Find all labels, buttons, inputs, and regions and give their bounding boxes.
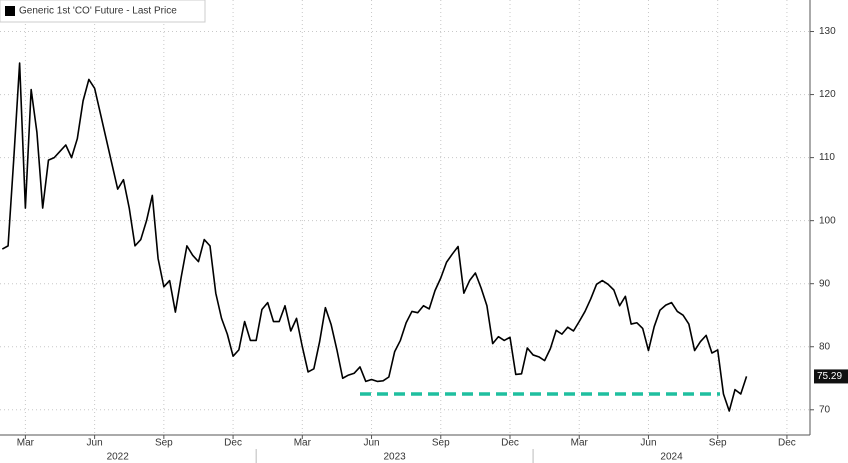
y-tick-label: 100: [819, 215, 836, 226]
price-line: [1, 62, 748, 412]
x-tick-label: Sep: [155, 438, 173, 449]
x-tick-label: Dec: [778, 438, 796, 449]
last-value-label: 75.29: [817, 371, 842, 382]
x-tick-label: Sep: [432, 438, 450, 449]
legend-label: Generic 1st 'CO' Future - Last Price: [19, 6, 177, 17]
x-tick-label: Jun: [363, 438, 379, 449]
x-tick-label: Jun: [87, 438, 103, 449]
x-tick-label: Sep: [709, 438, 727, 449]
x-tick-label: Dec: [501, 438, 519, 449]
legend-swatch: [5, 6, 15, 16]
x-group-label: 2023: [383, 452, 406, 463]
x-tick-label: Jun: [640, 438, 656, 449]
x-group-label: 2024: [660, 452, 683, 463]
x-tick-label: Mar: [17, 438, 35, 449]
y-tick-label: 70: [819, 404, 831, 415]
legend-box: [0, 0, 206, 23]
y-tick-label: 80: [819, 341, 831, 352]
x-tick-label: Mar: [571, 438, 589, 449]
y-tick-label: 120: [819, 89, 836, 100]
y-tick-label: 130: [819, 26, 836, 37]
last-value-box: [814, 369, 848, 384]
x-group-label: 2022: [107, 452, 130, 463]
x-tick-label: Dec: [224, 438, 242, 449]
y-tick-label: 110: [819, 152, 835, 163]
x-tick-label: Mar: [294, 438, 312, 449]
y-tick-label: 90: [819, 278, 831, 289]
